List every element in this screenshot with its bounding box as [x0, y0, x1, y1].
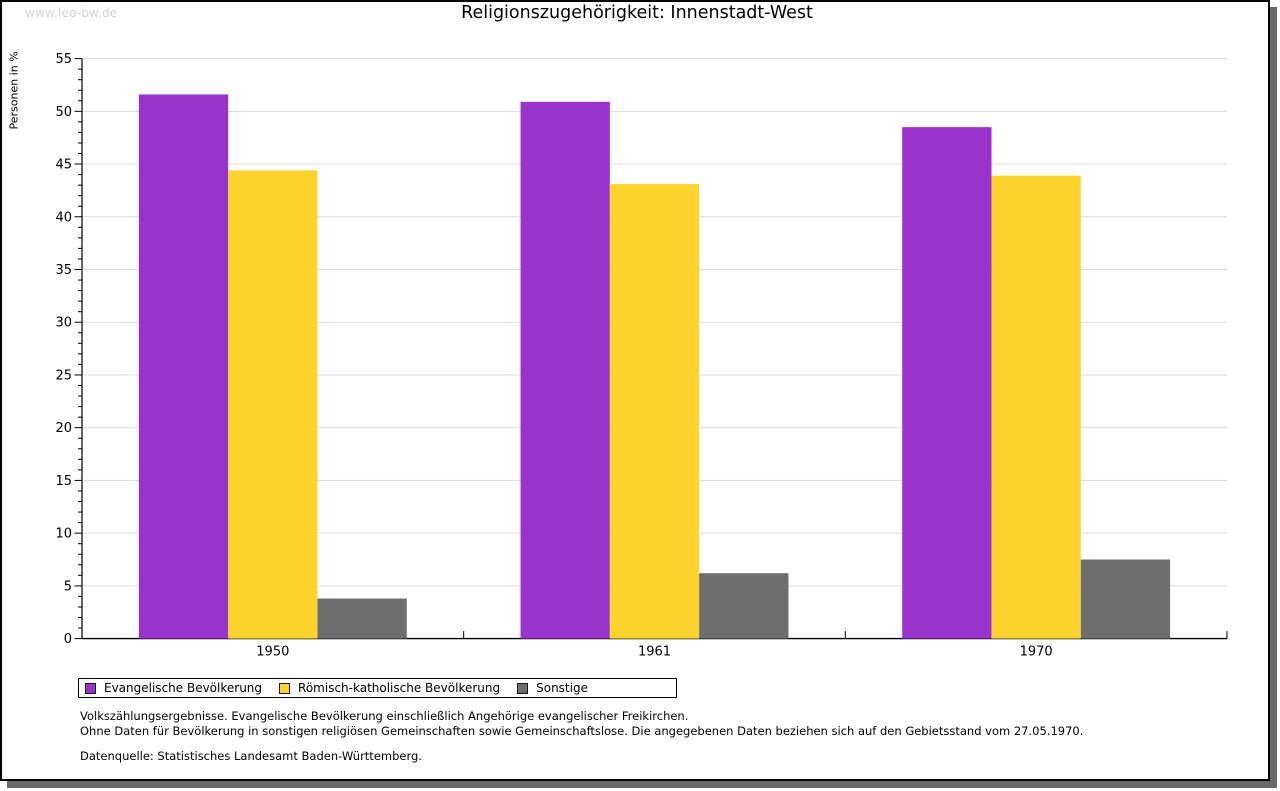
y-tick-label: 25	[55, 368, 72, 383]
footnote-line-2: Ohne Daten für Bevölkerung in sonstigen …	[80, 724, 1084, 738]
y-tick-label: 10	[55, 527, 72, 542]
bar-1950-series-2	[317, 598, 407, 639]
data-source: Datenquelle: Statistisches Landesamt Bad…	[80, 749, 422, 763]
y-tick-label: 30	[55, 316, 72, 331]
legend-swatch-1	[279, 682, 291, 694]
bar-1961-series-0	[520, 101, 610, 639]
y-tick-label: 40	[55, 210, 72, 225]
chart-title: Religionszugehörigkeit: Innenstadt-West	[461, 3, 813, 23]
legend-entry-1: Römisch-katholische Bevölkerung	[279, 681, 500, 695]
y-tick-label: 50	[55, 105, 72, 120]
legend: Evangelische Bevölkerung Römisch-katholis…	[78, 678, 677, 698]
bar-1970-series-2	[1080, 559, 1171, 639]
legend-entry-0: Evangelische Bevölkerung	[85, 681, 262, 695]
y-tick-label: 20	[55, 421, 72, 436]
y-tick-label: 55	[55, 52, 72, 67]
legend-swatch-0	[85, 682, 96, 694]
bar-1950-series-1	[228, 170, 318, 639]
bar-1970-series-0	[902, 127, 992, 639]
bar-1961-series-2	[699, 573, 789, 639]
y-tick-label: 35	[55, 263, 72, 278]
bar-1961-series-1	[609, 184, 700, 639]
legend-label-1: Römisch-katholische Bevölkerung	[298, 681, 501, 695]
legend-entry-2: Sonstige	[517, 681, 588, 695]
category-label: 1961	[638, 645, 671, 660]
legend-label-2: Sonstige	[536, 681, 588, 695]
category-label: 1950	[256, 645, 289, 660]
bar-1950-series-0	[138, 94, 229, 639]
y-tick-label: 0	[64, 632, 72, 647]
footnote-line-1: Volkszählungsergebnisse. Evangelische Be…	[80, 709, 689, 723]
watermark: www.leo-bw.de	[25, 6, 118, 20]
legend-swatch-2	[517, 682, 529, 694]
bar-chart: 0 5 10 15 20 25 30 35 40 45 50 55 1950 1961 1970	[55, 52, 1228, 660]
footnote-text: Volkszählungsergebnisse. Evangelische Be…	[80, 709, 1083, 739]
bar-1970-series-1	[991, 175, 1081, 639]
y-tick-label: 5	[64, 579, 72, 594]
category-label: 1970	[1020, 645, 1053, 660]
y-tick-label: 15	[55, 474, 72, 489]
y-tick-label: 45	[55, 158, 72, 173]
legend-label-0: Evangelische Bevölkerung	[104, 681, 263, 695]
